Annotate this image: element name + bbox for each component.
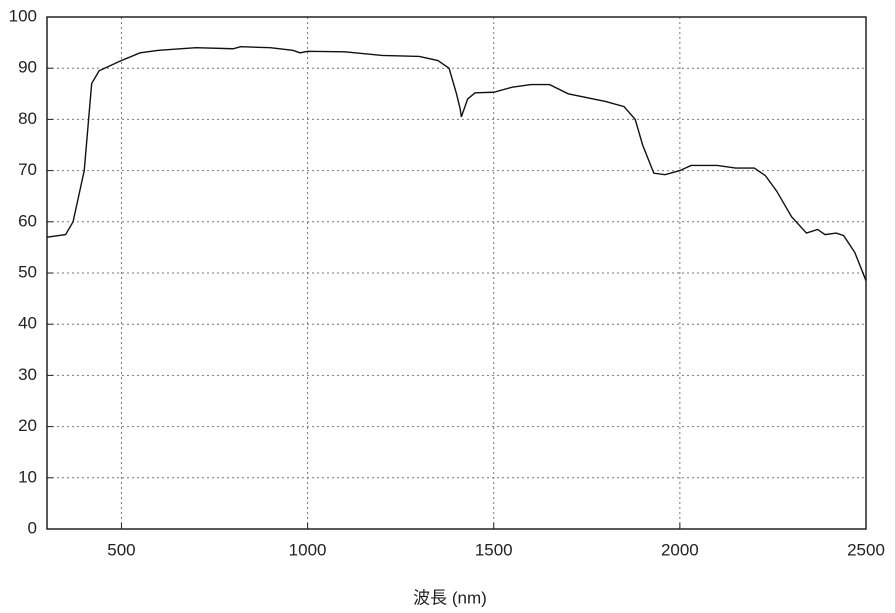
y-tick-label: 20 [18, 416, 37, 435]
x-axis-label: 波長 (nm) [413, 588, 487, 607]
y-tick-label: 80 [18, 109, 37, 128]
x-tick-label: 1000 [289, 540, 327, 559]
x-tick-label: 500 [107, 540, 135, 559]
data-line [46, 45, 867, 281]
x-tick-label: 2500 [847, 540, 885, 559]
plot-frame [46, 16, 867, 530]
y-tick-label: 100 [9, 6, 37, 25]
y-tick-label: 0 [28, 518, 37, 537]
y-tick-label: 60 [18, 211, 37, 230]
y-tick-label: 50 [18, 262, 37, 281]
y-tick-label: 30 [18, 365, 37, 384]
y-tick-label: 90 [18, 58, 37, 77]
y-tick-label: 70 [18, 160, 37, 179]
x-tick-label: 1500 [475, 540, 513, 559]
x-tick-label: 2000 [661, 540, 699, 559]
y-tick-label: 10 [18, 467, 37, 486]
y-tick-label: 40 [18, 314, 37, 333]
